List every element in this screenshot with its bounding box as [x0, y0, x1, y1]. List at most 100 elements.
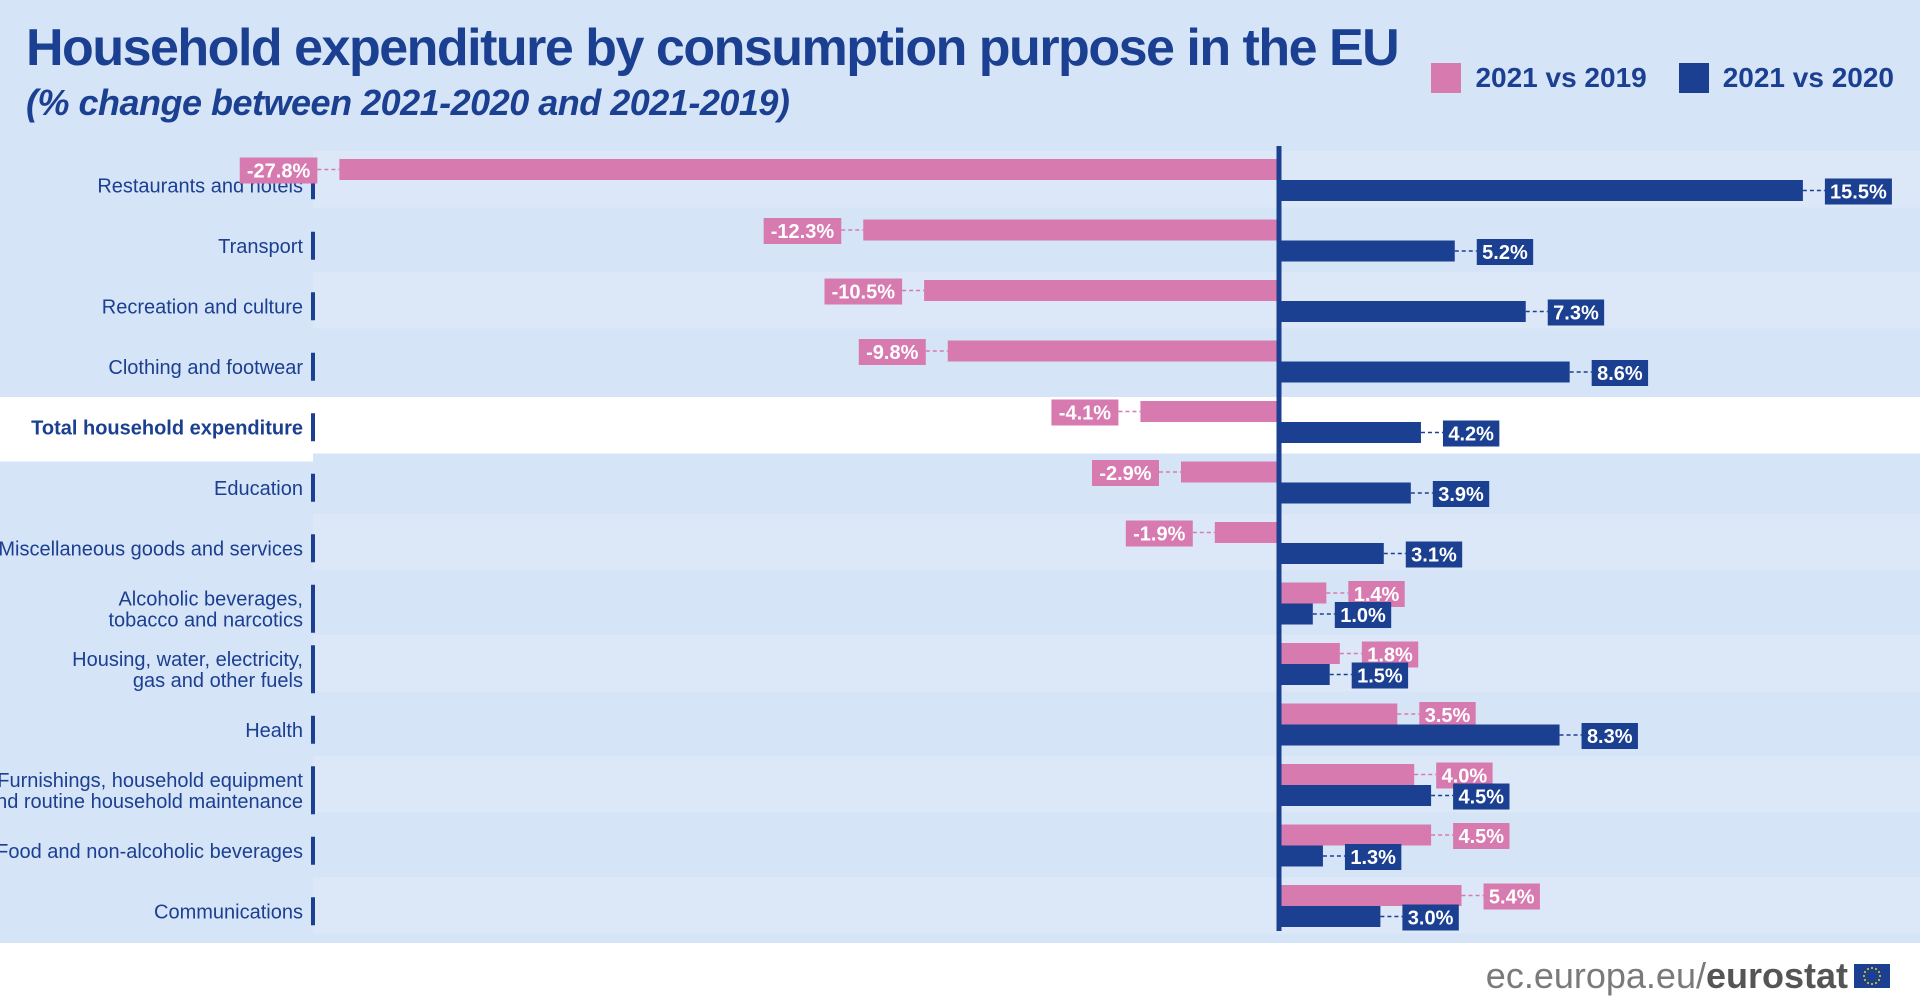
value-label: 15.5% — [1830, 182, 1887, 204]
bar-2021-vs-2020-transport — [1279, 240, 1455, 262]
bar-2021-vs-2019-clothing-and-footwear — [947, 340, 1279, 362]
value-label: 3.5% — [1425, 705, 1471, 727]
source-url-brand: eurostat — [1705, 955, 1848, 996]
category-label: Food and non-alcoholic beverages — [0, 841, 303, 863]
category-label: Recreation and culture — [102, 296, 303, 318]
bar-2021-vs-2020-communications — [1279, 906, 1381, 927]
category-tick — [311, 352, 315, 381]
value-label-box — [1476, 239, 1534, 265]
legend-label-2021-vs-2020: 2021 vs 2020 — [1722, 62, 1894, 93]
eu-star-icon — [1867, 981, 1869, 984]
eu-star-icon — [1877, 971, 1880, 973]
value-label: 1.3% — [1350, 847, 1396, 869]
value-label-box — [1419, 702, 1476, 728]
legend-item-2021-vs-2019: 2021 vs 2019 — [1431, 62, 1647, 94]
bar-2021-vs-2020-housing-water-electricity-gas-and-other-fuels — [1279, 664, 1330, 685]
row-band — [313, 816, 1920, 873]
value-label: 7.3% — [1553, 303, 1599, 325]
category-tick — [311, 897, 315, 926]
bar-2021-vs-2019-health — [1279, 703, 1398, 725]
value-label-box — [1334, 602, 1392, 628]
eu-star-icon — [1863, 975, 1865, 977]
value-label-box — [763, 218, 842, 244]
value-label-box — [1591, 360, 1649, 386]
eu-star-icon — [1871, 967, 1873, 969]
eu-star-icon — [1879, 975, 1881, 977]
value-label: -2.9% — [1099, 463, 1151, 485]
eu-star-icon — [1877, 979, 1880, 981]
bar-2021-vs-2019-total-household-expenditure — [1140, 401, 1279, 422]
bar-2021-vs-2019-furnishings-household-equipment-and-routine-household-maintenance — [1279, 764, 1415, 785]
value-label: 5.2% — [1482, 242, 1528, 264]
value-label: -12.3% — [771, 221, 835, 243]
category-tick — [311, 584, 315, 633]
value-label-box — [1402, 904, 1459, 931]
bar-2021-vs-2019-education — [1180, 461, 1279, 483]
bar-2021-vs-2020-furnishings-household-equipment-and-routine-household-maintenance — [1279, 785, 1432, 806]
legend-swatch-2021-vs-2019 — [1431, 63, 1462, 93]
row-band — [313, 877, 1920, 934]
highlight-row-band — [0, 397, 1920, 462]
value-label-box — [1581, 723, 1638, 749]
eu-star-icon — [1867, 968, 1869, 971]
bar-2021-vs-2020-education — [1279, 482, 1411, 504]
value-label: 5.4% — [1489, 887, 1535, 909]
value-label: 4.5% — [1459, 826, 1505, 848]
legend-item-2021-vs-2020: 2021 vs 2020 — [1678, 62, 1894, 94]
category-tick — [311, 836, 315, 865]
row-band — [313, 695, 1920, 752]
bar-2021-vs-2020-miscellaneous-goods-and-services — [1279, 543, 1384, 564]
source-url-prefix: ec.europa.eu/ — [1485, 955, 1706, 996]
bar-2021-vs-2019-food-and-non-alcoholic-beverages — [1279, 824, 1432, 846]
category-label: Clothing and footwear — [108, 357, 303, 379]
value-label-box — [1442, 420, 1500, 447]
category-tick — [311, 645, 315, 694]
value-label: 3.1% — [1411, 545, 1457, 567]
eu-star-icon — [1871, 983, 1873, 985]
value-label-box — [1351, 662, 1409, 689]
chart-title: Household expenditure by consumption pur… — [26, 19, 1400, 77]
value-label-box — [1483, 883, 1540, 910]
row-band — [313, 635, 1920, 692]
zero-axis-line — [1276, 146, 1282, 931]
bar-2021-vs-2020-alcoholic-beverages-tobacco-and-narcotics — [1279, 603, 1313, 625]
source-link[interactable]: ec.europa.eu/eurostat — [1486, 955, 1848, 997]
value-label: 3.9% — [1438, 484, 1484, 506]
category-label: Housing, water, electricity, gas and othe… — [72, 649, 303, 692]
value-label: 4.2% — [1448, 424, 1494, 446]
value-label: 4.0% — [1442, 766, 1488, 788]
value-label: 1.0% — [1340, 605, 1386, 627]
value-label-box — [824, 278, 903, 305]
value-label-box — [1824, 178, 1892, 205]
category-tick — [311, 292, 315, 321]
value-label: 1.8% — [1367, 645, 1413, 667]
value-label: 1.5% — [1357, 666, 1403, 688]
value-label-box — [1051, 399, 1119, 426]
category-tick — [311, 473, 315, 502]
category-tick — [311, 171, 315, 200]
bar-2021-vs-2020-clothing-and-footwear — [1279, 361, 1570, 383]
category-label: Furnishings, household equipment and rout… — [0, 770, 303, 813]
row-band — [313, 574, 1920, 631]
chart-plot: Restaurants and hotelsTransportRecreatio… — [0, 146, 1920, 934]
category-tick — [311, 766, 315, 815]
category-label: Alcoholic beverages, tobacco and narcotic… — [108, 588, 303, 631]
value-label-box — [1091, 460, 1159, 486]
value-label: 3.0% — [1408, 908, 1454, 930]
eu-star-icon — [1875, 981, 1877, 984]
value-label-box — [1432, 481, 1490, 507]
value-label-box — [1125, 520, 1193, 547]
row-band — [313, 514, 1920, 571]
bar-2021-vs-2019-alcoholic-beverages-tobacco-and-narcotics — [1279, 582, 1327, 604]
value-label-box — [858, 339, 926, 365]
bar-2021-vs-2019-housing-water-electricity-gas-and-other-fuels — [1279, 643, 1340, 664]
chart-subtitle: (% change between 2021-2020 and 2021-201… — [26, 82, 790, 123]
footer: ec.europa.eu/eurostat — [1486, 955, 1890, 997]
category-tick — [311, 534, 315, 563]
legend: 2021 vs 2019 2021 vs 2020 — [1431, 62, 1894, 94]
legend-label-2021-vs-2019: 2021 vs 2019 — [1475, 62, 1647, 93]
value-label: -9.8% — [866, 342, 918, 364]
bar-2021-vs-2020-health — [1279, 724, 1560, 746]
value-label-box — [239, 157, 318, 184]
eu-star-icon — [1864, 979, 1867, 981]
